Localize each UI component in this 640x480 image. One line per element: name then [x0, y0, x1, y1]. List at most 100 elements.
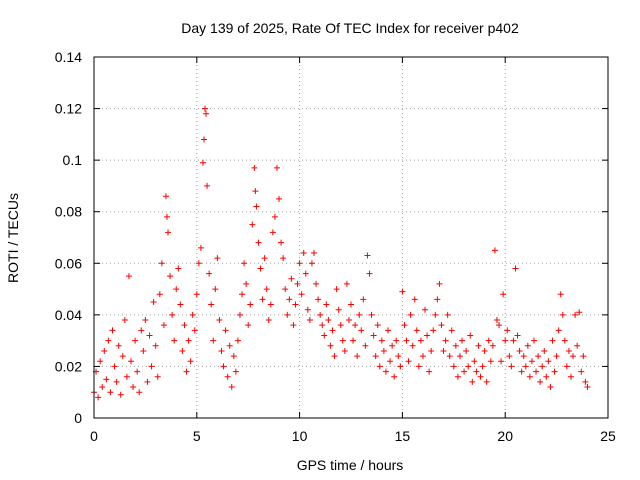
- data-point: [487, 358, 494, 365]
- data-point: [570, 353, 577, 360]
- data-point: [263, 286, 270, 293]
- data-point: [337, 322, 344, 329]
- data-point: [374, 322, 381, 329]
- data-point: [446, 353, 453, 360]
- data-point: [200, 136, 207, 143]
- data-point: [553, 353, 560, 360]
- data-point: [165, 229, 172, 236]
- data-point: [278, 239, 285, 246]
- data-point: [385, 327, 392, 334]
- data-points: [91, 105, 591, 401]
- data-point: [582, 378, 589, 385]
- data-point: [354, 353, 361, 360]
- data-point: [160, 322, 167, 329]
- data-point: [308, 260, 315, 267]
- data-point: [199, 159, 206, 166]
- data-point: [243, 280, 250, 287]
- data-point: [524, 342, 531, 349]
- data-point: [491, 247, 498, 254]
- data-point: [319, 322, 326, 329]
- data-point: [239, 291, 246, 298]
- data-point: [567, 373, 574, 380]
- data-point: [331, 353, 338, 360]
- data-point: [195, 260, 202, 267]
- data-point: [419, 353, 426, 360]
- data-point: [530, 337, 537, 344]
- data-point: [197, 244, 204, 251]
- data-point: [426, 368, 433, 375]
- data-point: [403, 337, 410, 344]
- data-point: [302, 270, 309, 277]
- data-point: [461, 368, 468, 375]
- data-point: [395, 353, 402, 360]
- data-point: [537, 378, 544, 385]
- data-point: [228, 384, 235, 391]
- data-point: [428, 347, 435, 354]
- data-point: [288, 275, 295, 282]
- data-point: [179, 347, 186, 354]
- data-point: [95, 394, 102, 401]
- data-point: [97, 358, 104, 365]
- data-point: [173, 286, 180, 293]
- data-point: [300, 249, 307, 256]
- data-point: [407, 311, 414, 318]
- data-point: [249, 221, 256, 228]
- data-point: [163, 213, 170, 220]
- data-point: [296, 260, 303, 267]
- data-point: [563, 363, 570, 370]
- data-point: [516, 347, 523, 354]
- data-point: [485, 337, 492, 344]
- data-point: [356, 311, 363, 318]
- data-point: [144, 378, 151, 385]
- data-point: [489, 342, 496, 349]
- data-point: [424, 332, 431, 339]
- data-point: [576, 309, 583, 316]
- data-point: [434, 296, 441, 303]
- data-point: [282, 286, 289, 293]
- data-point: [315, 296, 322, 303]
- data-point: [452, 342, 459, 349]
- data-point: [136, 389, 143, 396]
- data-point: [294, 280, 301, 287]
- data-point: [251, 164, 258, 171]
- data-point: [481, 347, 488, 354]
- y-tick-label: 0: [74, 410, 82, 426]
- data-point: [362, 342, 369, 349]
- data-point: [500, 291, 507, 298]
- x-tick-label: 15: [395, 428, 411, 444]
- data-point: [409, 342, 416, 349]
- data-point: [107, 389, 114, 396]
- data-point: [280, 255, 287, 262]
- data-point: [436, 280, 443, 287]
- data-point: [99, 384, 106, 391]
- data-point: [526, 373, 533, 380]
- data-point: [257, 265, 264, 272]
- data-point: [105, 337, 112, 344]
- data-point: [216, 317, 223, 324]
- data-point: [475, 342, 482, 349]
- axis-ticks: [93, 56, 609, 419]
- data-point: [547, 384, 554, 391]
- data-point: [191, 327, 198, 334]
- data-point: [450, 363, 457, 370]
- data-point: [561, 337, 568, 344]
- data-point: [372, 353, 379, 360]
- data-point: [261, 255, 268, 262]
- data-point: [162, 193, 169, 200]
- data-point: [325, 317, 332, 324]
- plot-frame: [93, 56, 609, 419]
- data-point: [350, 337, 357, 344]
- data-point: [358, 327, 365, 334]
- data-point: [175, 265, 182, 272]
- data-point: [368, 311, 375, 318]
- data-point: [370, 332, 377, 339]
- data-point: [456, 353, 463, 360]
- data-point: [366, 270, 373, 277]
- data-point: [387, 358, 394, 365]
- data-point: [304, 306, 311, 313]
- data-point: [335, 306, 342, 313]
- data-point: [185, 337, 192, 344]
- data-point: [193, 291, 200, 298]
- data-point: [389, 342, 396, 349]
- data-point: [158, 260, 165, 267]
